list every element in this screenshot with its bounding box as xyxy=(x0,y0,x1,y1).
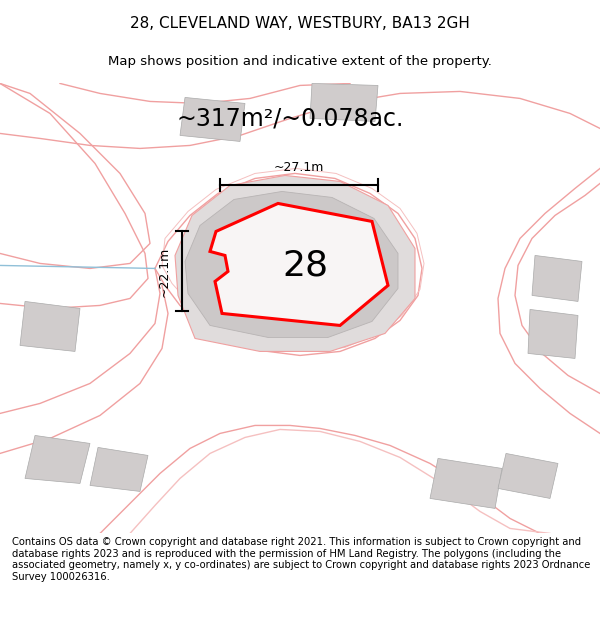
Text: Map shows position and indicative extent of the property.: Map shows position and indicative extent… xyxy=(108,56,492,68)
Text: ~317m²/~0.078ac.: ~317m²/~0.078ac. xyxy=(176,106,404,131)
Polygon shape xyxy=(210,204,388,326)
Polygon shape xyxy=(528,309,578,358)
Polygon shape xyxy=(185,191,398,338)
Polygon shape xyxy=(498,454,558,499)
Text: Contains OS data © Crown copyright and database right 2021. This information is : Contains OS data © Crown copyright and d… xyxy=(12,537,590,582)
Polygon shape xyxy=(310,83,378,121)
Polygon shape xyxy=(430,459,502,509)
Text: ~22.1m: ~22.1m xyxy=(157,246,170,296)
Polygon shape xyxy=(532,256,582,301)
Text: 28: 28 xyxy=(282,248,328,282)
Text: ~27.1m: ~27.1m xyxy=(274,161,324,174)
Polygon shape xyxy=(175,176,415,351)
Text: 28, CLEVELAND WAY, WESTBURY, BA13 2GH: 28, CLEVELAND WAY, WESTBURY, BA13 2GH xyxy=(130,16,470,31)
Polygon shape xyxy=(25,436,90,484)
Polygon shape xyxy=(20,301,80,351)
Polygon shape xyxy=(180,98,245,141)
Polygon shape xyxy=(90,448,148,491)
